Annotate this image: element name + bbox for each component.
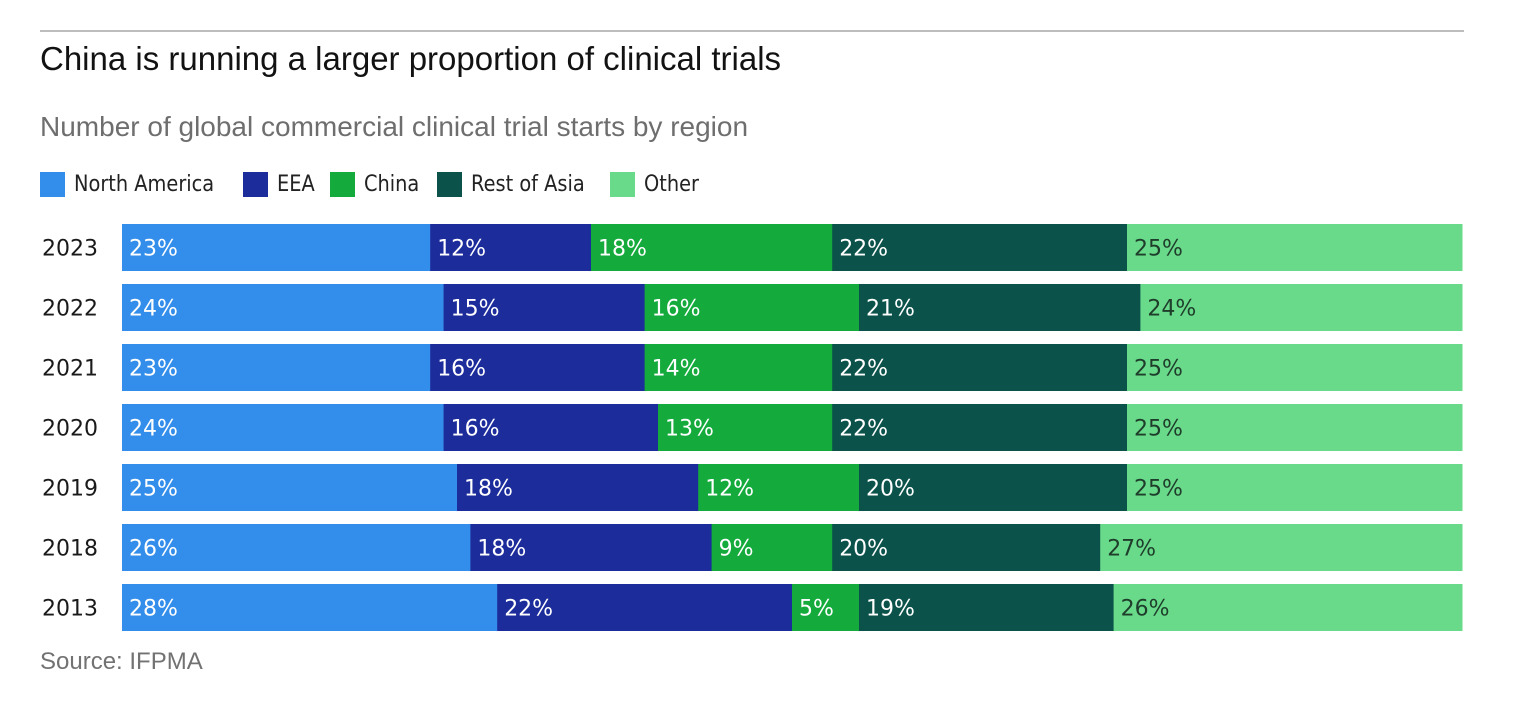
bar-china-2023 <box>591 224 833 271</box>
bar-rest-of-asia-2019 <box>859 464 1128 511</box>
legend-swatch-china <box>330 171 356 197</box>
data-label-eea-2019: 18% <box>464 477 513 502</box>
data-label-china-2021: 14% <box>652 357 701 382</box>
data-label-rest-of-asia-2020: 22% <box>839 417 888 442</box>
bar-north-america-2023 <box>122 224 431 271</box>
data-label-other-2021: 25% <box>1134 357 1183 382</box>
bar-rest-of-asia-2022 <box>859 284 1141 331</box>
legend-item-north-america: North America <box>40 171 221 197</box>
data-label-china-2023: 18% <box>598 237 647 262</box>
bar-other-2021 <box>1127 344 1463 391</box>
bar-eea-2021 <box>430 344 646 391</box>
data-label-other-2022: 24% <box>1147 297 1196 322</box>
legend-item-eea: EEA <box>243 171 315 197</box>
category-label-2019: 2019 <box>42 477 98 502</box>
bar-china-2018 <box>711 524 833 571</box>
data-label-eea-2018: 18% <box>477 537 526 562</box>
category-label-2022: 2022 <box>42 297 98 322</box>
category-label-2018: 2018 <box>42 537 98 562</box>
bar-eea-2023 <box>430 224 592 271</box>
data-label-china-2013: 5% <box>799 597 834 622</box>
bar-china-2020 <box>658 404 833 451</box>
bar-other-2013 <box>1113 584 1463 631</box>
data-label-china-2019: 12% <box>705 477 754 502</box>
bar-north-america-2018 <box>122 524 471 571</box>
bar-north-america-2022 <box>122 284 445 331</box>
legend-label-china: China <box>364 171 420 197</box>
bar-north-america-2020 <box>122 404 445 451</box>
category-label-2020: 2020 <box>42 417 98 442</box>
bar-north-america-2019 <box>122 464 458 511</box>
data-label-other-2019: 25% <box>1134 477 1183 502</box>
data-label-rest-of-asia-2022: 21% <box>866 297 915 322</box>
legend-label-other: Other <box>644 171 700 197</box>
legend-label-rest-of-asia: Rest of Asia <box>470 171 585 197</box>
legend-item-rest-of-asia: Rest of Asia <box>436 171 588 197</box>
chart-title: China is running a larger proportion of … <box>40 40 782 77</box>
data-label-north-america-2022: 24% <box>129 297 178 322</box>
data-label-china-2022: 16% <box>652 297 701 322</box>
data-label-eea-2021: 16% <box>437 357 486 382</box>
bar-china-2013 <box>792 584 860 631</box>
data-label-other-2020: 25% <box>1134 417 1183 442</box>
data-label-north-america-2023: 23% <box>129 237 178 262</box>
bar-rest-of-asia-2020 <box>832 404 1128 451</box>
bar-north-america-2013 <box>122 584 498 631</box>
category-label-2023: 2023 <box>42 237 98 262</box>
legend-swatch-other <box>610 171 636 197</box>
data-label-rest-of-asia-2021: 22% <box>839 357 888 382</box>
data-label-north-america-2019: 25% <box>129 477 178 502</box>
data-label-china-2018: 9% <box>719 537 754 562</box>
data-label-other-2023: 25% <box>1134 237 1183 262</box>
legend-label-eea: EEA <box>277 171 315 197</box>
bar-eea-2020 <box>443 404 659 451</box>
data-label-eea-2020: 16% <box>451 417 500 442</box>
data-label-north-america-2013: 28% <box>129 597 178 622</box>
legend-swatch-eea <box>243 171 269 197</box>
data-label-rest-of-asia-2019: 20% <box>866 477 915 502</box>
bar-eea-2018 <box>470 524 713 571</box>
data-label-china-2020: 13% <box>665 417 714 442</box>
legend-item-other: Other <box>610 171 699 197</box>
bar-rest-of-asia-2018 <box>832 524 1101 571</box>
legend-item-china: China <box>330 171 419 197</box>
bar-rest-of-asia-2021 <box>832 344 1128 391</box>
bar-other-2023 <box>1127 224 1463 271</box>
category-label-2021: 2021 <box>42 357 98 382</box>
legend-label-north-america: North America <box>74 171 215 197</box>
data-label-north-america-2018: 26% <box>129 537 178 562</box>
bar-north-america-2021 <box>122 344 431 391</box>
data-label-north-america-2021: 23% <box>129 357 178 382</box>
data-label-rest-of-asia-2023: 22% <box>839 237 888 262</box>
source-note: Source: IFPMA <box>40 648 203 675</box>
data-label-north-america-2020: 24% <box>129 417 178 442</box>
chart-legend: North America EEA China Rest of Asia Oth… <box>40 168 717 200</box>
legend-swatch-rest-of-asia <box>436 171 462 197</box>
bar-rest-of-asia-2013 <box>859 584 1115 631</box>
bar-china-2019 <box>698 464 860 511</box>
bar-rest-of-asia-2023 <box>832 224 1128 271</box>
bar-other-2020 <box>1127 404 1463 451</box>
data-label-eea-2022: 15% <box>451 297 500 322</box>
bar-eea-2022 <box>443 284 646 331</box>
top-rule <box>40 30 1464 32</box>
chart-subtitle: Number of global commercial clinical tri… <box>40 111 749 142</box>
legend-swatch-north-america <box>40 171 65 197</box>
bar-other-2022 <box>1140 284 1463 331</box>
data-label-rest-of-asia-2013: 19% <box>866 597 915 622</box>
data-label-eea-2013: 22% <box>504 597 553 622</box>
data-label-other-2013: 26% <box>1121 597 1170 622</box>
data-label-other-2018: 27% <box>1107 537 1156 562</box>
data-label-rest-of-asia-2018: 20% <box>839 537 888 562</box>
bar-china-2022 <box>644 284 860 331</box>
bar-other-2019 <box>1127 464 1463 511</box>
bar-other-2018 <box>1100 524 1463 571</box>
bar-eea-2013 <box>497 584 793 631</box>
category-label-2013: 2013 <box>42 597 98 622</box>
data-label-eea-2023: 12% <box>437 237 486 262</box>
bar-eea-2019 <box>457 464 699 511</box>
bar-china-2021 <box>644 344 833 391</box>
